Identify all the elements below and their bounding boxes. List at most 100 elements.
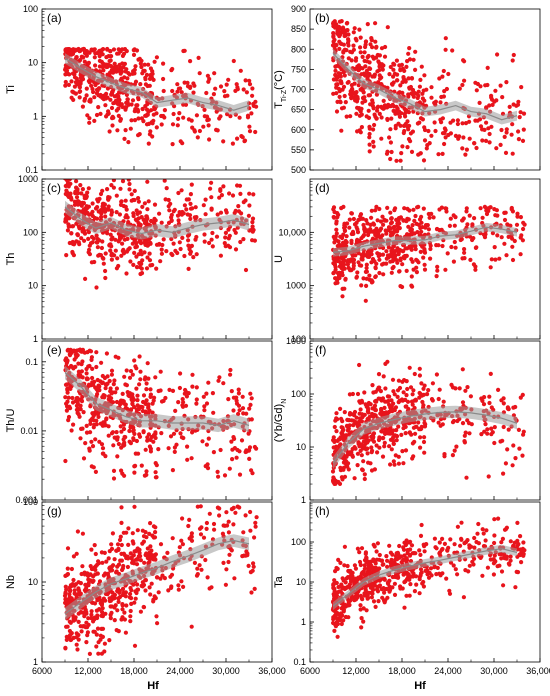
- data-point: [201, 124, 206, 129]
- data-point: [370, 383, 375, 388]
- data-point: [380, 67, 385, 72]
- y-axis-title: Th: [5, 253, 17, 266]
- data-point: [520, 138, 526, 143]
- data-point: [158, 369, 163, 374]
- data-point: [424, 146, 429, 151]
- data-point: [147, 531, 152, 537]
- data-point: [468, 257, 473, 262]
- data-point: [145, 207, 150, 212]
- data-point: [127, 391, 133, 396]
- data-point: [504, 253, 509, 258]
- data-point: [338, 79, 343, 84]
- data-point: [169, 68, 174, 73]
- data-point: [450, 453, 455, 458]
- data-point: [454, 444, 459, 449]
- data-point: [190, 206, 195, 211]
- data-point: [368, 250, 373, 255]
- data-point: [116, 355, 121, 360]
- data-point: [97, 238, 102, 243]
- data-point: [236, 391, 241, 396]
- data-point: [418, 249, 423, 254]
- data-point: [99, 245, 104, 251]
- data-point: [134, 438, 139, 444]
- data-point: [371, 106, 376, 111]
- data-point: [90, 86, 95, 92]
- data-point: [350, 412, 355, 417]
- data-point: [182, 253, 187, 259]
- data-point: [88, 430, 93, 435]
- data-point: [100, 95, 105, 100]
- data-point: [138, 609, 143, 614]
- data-point: [64, 634, 69, 639]
- data-point: [472, 535, 477, 541]
- data-point: [67, 619, 72, 624]
- data-point: [88, 418, 93, 423]
- data-point: [116, 106, 121, 111]
- data-point: [65, 546, 71, 551]
- data-point: [419, 64, 424, 69]
- data-point: [100, 380, 105, 386]
- data-point: [420, 91, 425, 96]
- data-point: [422, 138, 428, 143]
- data-point: [492, 207, 497, 212]
- data-point: [110, 531, 115, 536]
- data-point: [407, 553, 413, 558]
- data-point: [472, 141, 477, 146]
- data-point: [351, 231, 356, 236]
- data-point: [384, 399, 389, 404]
- data-point: [251, 561, 256, 566]
- data-point: [480, 215, 485, 220]
- data-point: [115, 101, 120, 106]
- data-point: [69, 52, 74, 57]
- data-point: [421, 255, 426, 260]
- data-point: [73, 349, 78, 354]
- data-point: [110, 116, 115, 121]
- data-point: [337, 19, 342, 24]
- data-point: [67, 600, 72, 605]
- data-point: [81, 207, 86, 212]
- data-point: [360, 54, 365, 60]
- data-point: [344, 234, 349, 239]
- data-point: [374, 549, 379, 554]
- data-point: [131, 436, 136, 441]
- data-point: [513, 456, 518, 461]
- data-point: [117, 237, 122, 242]
- data-point: [435, 264, 440, 269]
- data-point: [102, 641, 107, 646]
- data-point: [423, 568, 428, 574]
- data-point: [227, 552, 232, 557]
- data-point: [177, 385, 182, 391]
- data-point: [153, 596, 158, 601]
- data-point: [103, 268, 108, 274]
- data-point: [449, 244, 454, 250]
- data-point: [382, 405, 387, 410]
- data-point: [213, 86, 218, 91]
- data-point: [370, 406, 375, 411]
- data-point: [129, 596, 134, 601]
- data-point: [498, 142, 503, 147]
- data-point: [237, 505, 242, 510]
- data-point: [168, 434, 174, 439]
- data-point: [98, 191, 104, 197]
- data-point: [245, 115, 251, 120]
- data-point: [177, 210, 182, 215]
- data-point: [121, 551, 126, 556]
- data-point: [248, 509, 253, 515]
- data-point: [339, 270, 345, 275]
- data-point: [389, 149, 394, 155]
- data-point: [380, 562, 385, 567]
- data-point: [99, 211, 104, 216]
- data-point: [206, 380, 211, 385]
- data-point: [203, 197, 208, 202]
- data-point: [475, 531, 480, 536]
- data-point: [376, 372, 382, 377]
- data-point: [63, 79, 68, 85]
- data-point: [206, 117, 211, 122]
- data-point: [64, 47, 69, 52]
- data-point: [373, 231, 378, 237]
- data-point: [189, 182, 194, 187]
- data-point: [338, 234, 343, 239]
- data-point: [334, 91, 339, 96]
- data-point: [136, 57, 141, 62]
- data-point: [422, 262, 427, 267]
